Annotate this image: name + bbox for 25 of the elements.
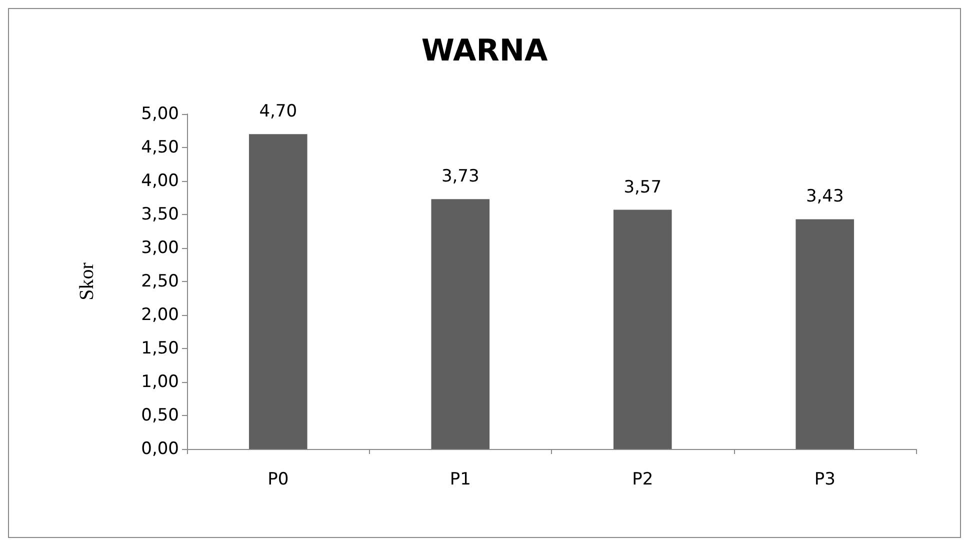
y-tick-label: 4,50 <box>141 138 179 158</box>
bar <box>431 199 490 449</box>
y-tick-label: 0,50 <box>141 406 179 426</box>
x-tick-label: P0 <box>268 470 289 490</box>
y-tick-label: 2,50 <box>141 272 179 292</box>
bar <box>248 134 308 449</box>
y-tick-label: 3,00 <box>141 238 179 258</box>
y-tick-label: 1,50 <box>141 338 179 358</box>
bar <box>613 210 672 449</box>
y-tick-label: 3,50 <box>141 204 179 224</box>
data-label: 3,73 <box>441 166 480 187</box>
x-tick-label: P2 <box>632 470 654 490</box>
chart-title: WARNA <box>421 34 548 68</box>
bar <box>796 219 854 449</box>
y-tick-label: 0,00 <box>141 439 179 459</box>
y-tick-label: 2,00 <box>141 305 179 325</box>
data-label: 3,57 <box>624 177 662 198</box>
y-tick-label: 4,00 <box>141 171 179 191</box>
data-label: 3,43 <box>806 186 844 207</box>
x-tick-label: P1 <box>450 470 471 490</box>
y-tick-label: 1,00 <box>141 372 179 392</box>
data-label: 4,70 <box>259 102 298 122</box>
y-tick-label: 5,00 <box>141 104 179 124</box>
x-tick-label: P3 <box>814 470 836 490</box>
y-axis-title: Skor <box>76 262 98 300</box>
